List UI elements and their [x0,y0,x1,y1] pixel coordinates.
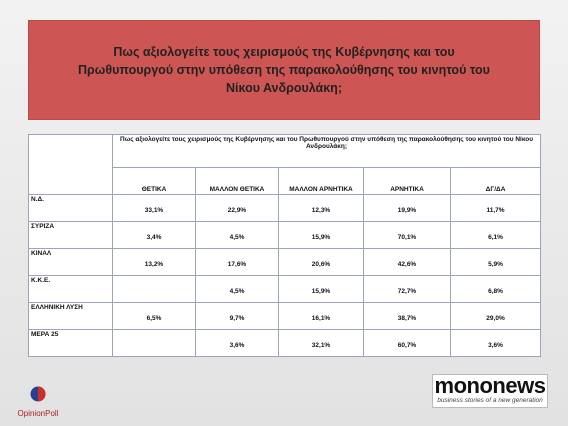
cell-value: 16,1% [278,302,364,330]
row-label: ΚΙΝΑΛ [28,248,113,276]
cell-value: 33,1% [112,194,196,222]
cell-value: 19,9% [363,194,451,222]
data-row: ΜΕΡΑ 25 3,6% 32,1% 60,7% 3,6% [28,329,542,357]
data-row: Κ.Κ.Ε. 4,5% 15,9% 72,7% 6,8% [28,275,542,303]
title: Πως αξιολογείτε τους χειρισμούς της Κυβέ… [78,44,490,96]
row-label: ΕΛΛΗΝΙΚΗ ΛΥΣΗ [28,302,113,330]
cell-value: 3,4% [112,221,196,249]
cell-value: 4,5% [195,275,279,303]
data-row: Ν.Δ. 33,1% 22,9% 12,3% 19,9% 11,7% [28,194,542,222]
cell-value: 42,6% [363,248,451,276]
column-header: ΜΑΛΛΟΝ ΑΡΝΗΤΙΚΑ [278,167,364,195]
question-row: Πως αξιολογείτε τους χειρισμούς της Κυβέ… [28,134,542,195]
title-box: Πως αξιολογείτε τους χειρισμούς της Κυβέ… [28,20,540,120]
opinionpoll-logo: OpinionPoll [8,386,68,418]
cell-value: 3,6% [449,329,542,357]
cell-value: 72,7% [363,275,451,303]
cell-value: 9,7% [195,302,279,330]
column-header: ΑΡΝΗΤΙΚΑ [363,167,451,195]
logo-tagline: business stories of a new generation [437,397,543,404]
cell-value: 20,6% [278,248,364,276]
cell-value: 70,1% [363,221,451,249]
cell-value: 29,0% [449,302,542,330]
corner-cell [28,134,113,195]
data-row: ΣΥΡΙΖΑ 3,4% 4,5% 15,9% 70,1% 6,1% [28,221,542,249]
cell-value: 15,9% [278,221,364,249]
logo-icon [30,386,46,402]
cell-value: 6,1% [449,221,542,249]
header-row: ΘΕΤΙΚΑ ΜΑΛΛΟΝ ΘΕΤΙΚΑ ΜΑΛΛΟΝ ΑΡΝΗΤΙΚΑ ΑΡΝΗΤΙ… [29,167,542,195]
cell-value: 6,5% [112,302,196,330]
cell-value: 12,3% [278,194,364,222]
cell-value: 13,2% [112,248,196,276]
cell-value: 15,9% [278,275,364,303]
cell-value: 6,8% [449,275,542,303]
row-label: ΣΥΡΙΖΑ [28,221,113,249]
column-header: ΘΕΤΙΚΑ [112,167,196,195]
logo-text: OpinionPoll [17,409,59,418]
question-cell: Πως αξιολογείτε τους χειρισμούς της Κυβέ… [111,134,542,168]
cell-value: 5,9% [449,248,542,276]
logo-text: mononews [434,373,546,398]
results-table: Πως αξιολογείτε τους χειρισμούς της Κυβέ… [28,134,542,357]
cell-value: 32,1% [278,329,364,357]
cell-value [112,329,196,357]
cell-value: 17,6% [195,248,279,276]
row-label: ΜΕΡΑ 25 [28,329,113,357]
cell-value: 11,7% [449,194,542,222]
cell-value: 4,5% [195,221,279,249]
data-row: ΚΙΝΑΛ 13,2% 17,6% 20,6% 42,6% 5,9% [28,248,542,276]
column-header: ΔΓ/ΔΑ [449,167,542,195]
data-row: ΕΛΛΗΝΙΚΗ ΛΥΣΗ 6,5% 9,7% 16,1% 38,7% 29,0% [28,302,542,330]
cell-value: 38,7% [363,302,451,330]
row-label: Κ.Κ.Ε. [28,275,113,303]
column-header: ΜΑΛΛΟΝ ΘΕΤΙΚΑ [195,167,279,195]
cell-value: 3,6% [195,329,279,357]
cell-value: 22,9% [195,194,279,222]
cell-value: 60,7% [363,329,451,357]
mononews-logo: mononews business stories of a new gener… [432,374,548,408]
row-label: Ν.Δ. [28,194,113,222]
cell-value [112,275,196,303]
